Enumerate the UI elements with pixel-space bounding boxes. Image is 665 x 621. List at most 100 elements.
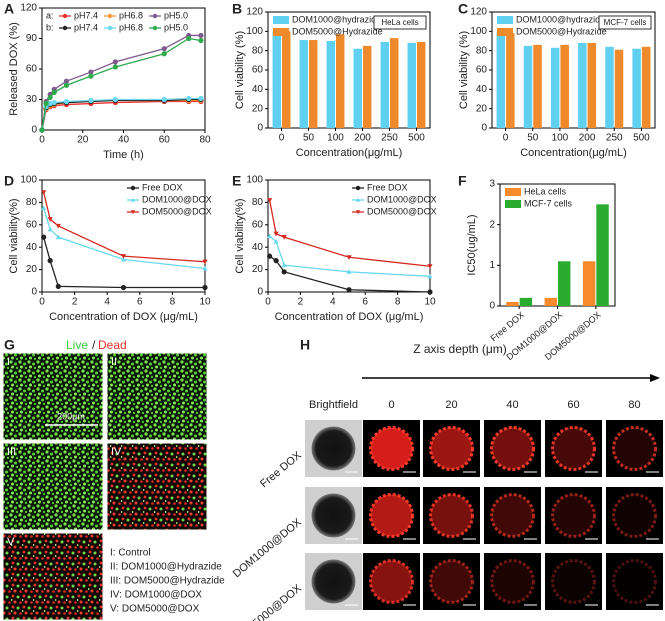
y-tick-label: 40	[26, 242, 38, 253]
legend-label: pH7.4	[74, 22, 98, 32]
spheroid-rim	[369, 559, 414, 604]
bar	[336, 34, 345, 128]
bar	[578, 42, 587, 128]
y-tick-label: 1	[489, 260, 495, 271]
x-tick-label: 2	[298, 297, 304, 308]
bar	[272, 31, 281, 128]
marker	[202, 265, 208, 271]
micrograph	[2, 532, 104, 621]
marker	[202, 259, 208, 265]
spheroid-rim	[490, 493, 535, 538]
marker	[55, 283, 61, 289]
x-axis-label: Time (h)	[103, 149, 144, 161]
bar	[309, 40, 318, 128]
x-tick-label: 50	[527, 133, 539, 144]
legend-label: pH6.8	[119, 22, 143, 32]
row-label: DOM5000@DOX	[231, 582, 304, 621]
marker	[63, 98, 70, 105]
legend-marker	[130, 185, 136, 191]
marker	[267, 253, 273, 259]
y-axis-label: Released DOX (%)	[8, 22, 20, 116]
x-tick-label: 200	[354, 133, 371, 144]
legend-marker	[107, 25, 113, 31]
y-tick-label: 40	[476, 84, 488, 95]
legend-label: pH5.0	[164, 10, 188, 20]
marker	[120, 284, 127, 291]
bar	[550, 47, 560, 129]
legend-label: DOM1000@hydrazide	[516, 14, 605, 24]
spheroid	[311, 559, 356, 604]
series-line	[269, 255, 431, 293]
legend-swatch	[505, 188, 521, 196]
x-axis-label: Concentration(μg/mL)	[520, 147, 627, 159]
panel-label: E	[232, 173, 241, 189]
bar	[363, 45, 372, 129]
marker	[112, 59, 118, 65]
legend-label: HeLa cells	[524, 186, 567, 196]
marker	[55, 223, 61, 229]
marker	[198, 95, 204, 102]
panel-label: D	[4, 173, 14, 189]
spheroid-rim	[429, 493, 474, 538]
marker	[273, 239, 279, 244]
y-tick-label: 120	[246, 7, 263, 18]
marker	[161, 51, 167, 57]
row-label: DOM1000@DOX	[231, 516, 304, 580]
y-tick-label: 3	[489, 179, 495, 190]
legend-row-label: b:	[46, 22, 54, 32]
y-tick-label: 100	[20, 175, 37, 186]
legend-label: DOM5000@Hydrazide	[516, 26, 607, 36]
key-entry: IV: DOM1000@DOX	[110, 590, 202, 601]
spheroid-rim	[429, 426, 474, 471]
x-tick-label: 50	[303, 133, 315, 144]
x-tick-label: 2	[72, 297, 78, 308]
marker	[51, 89, 57, 95]
annotation: HeLa cells	[381, 18, 418, 27]
x-axis-label: Concentration(μg/mL)	[296, 147, 403, 159]
legend-label: Free DOX	[367, 182, 408, 192]
spheroid-rim	[612, 559, 657, 604]
y-tick-label: 80	[252, 197, 264, 208]
legend-marker	[355, 197, 361, 202]
separator: /	[92, 338, 96, 352]
x-tick-label: Free DOX	[489, 310, 526, 344]
marker	[41, 190, 47, 195]
y-tick-label: 60	[252, 65, 264, 76]
spheroid-core	[430, 494, 473, 537]
bar	[587, 42, 597, 128]
panel-label: B	[232, 1, 242, 17]
spheroid-core	[370, 494, 413, 537]
y-tick-label: 120	[20, 3, 37, 14]
spheroid-core	[613, 494, 656, 537]
x-tick-label: 8	[170, 297, 176, 308]
x-tick-label: 500	[408, 133, 425, 144]
marker	[43, 100, 49, 107]
y-tick-label: 2	[489, 219, 495, 230]
legend-marker	[62, 13, 68, 19]
fluorescence-image	[606, 487, 663, 544]
micrograph	[2, 352, 104, 441]
legend-marker	[107, 13, 113, 19]
spheroid	[311, 426, 356, 471]
bar	[353, 48, 362, 128]
marker	[273, 231, 279, 237]
panel-label: F	[458, 173, 467, 189]
x-tick-label: 40	[118, 135, 130, 146]
y-tick-label: 60	[476, 65, 488, 76]
x-tick-label: 0	[39, 297, 45, 308]
marker	[427, 264, 433, 269]
y-axis-label: IC50(ug/mL)	[466, 214, 478, 275]
marker	[427, 289, 433, 295]
x-tick-label: 60	[159, 135, 171, 146]
y-axis-label: Cell viability(%)	[8, 198, 20, 273]
panel-label: G	[4, 337, 15, 353]
x-tick-label: 8	[395, 297, 401, 308]
x-tick-label: 0	[39, 135, 45, 146]
y-tick-label: 100	[246, 175, 263, 186]
y-tick-label: 120	[470, 7, 487, 18]
annotation: MCF-7 cells	[604, 18, 647, 27]
row-label: Free DOX	[258, 449, 304, 490]
fluorescence-image	[606, 420, 663, 477]
marker	[281, 262, 287, 268]
